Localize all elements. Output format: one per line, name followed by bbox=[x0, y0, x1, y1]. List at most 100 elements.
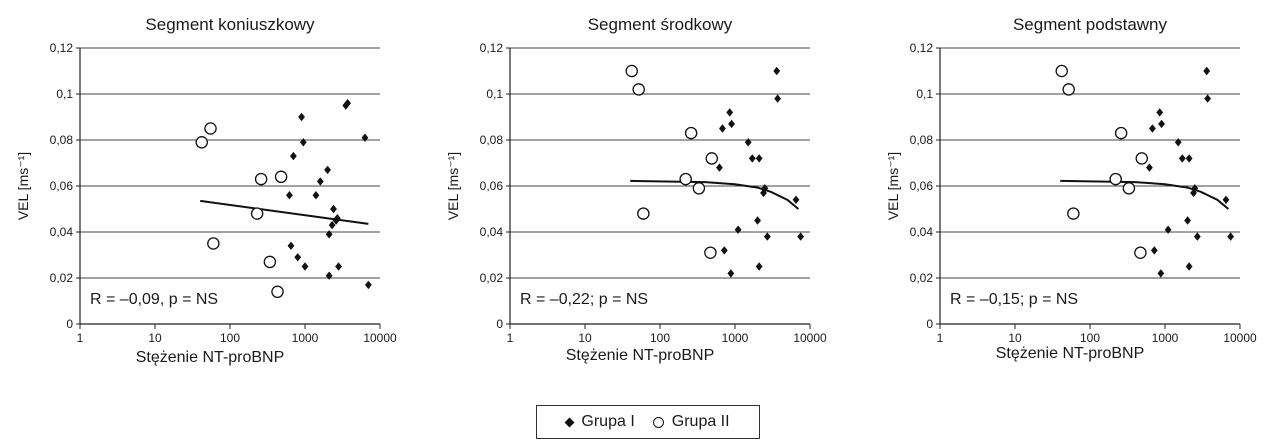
point-grupa-ii bbox=[626, 65, 637, 76]
point-grupa-i bbox=[300, 138, 307, 146]
chart-panel-2: Segment środkowy 0 0,02 0,04 0,06 0,08 0,1 0,12… bbox=[445, 15, 827, 364]
point-grupa-i bbox=[1157, 269, 1164, 277]
point-grupa-i bbox=[1204, 94, 1211, 102]
point-grupa-i bbox=[1223, 196, 1230, 204]
point-grupa-i bbox=[365, 281, 372, 289]
point-grupa-ii bbox=[275, 171, 286, 182]
x-tick-label: 1 bbox=[77, 331, 84, 345]
point-grupa-i bbox=[326, 272, 333, 280]
x-tick-label: 1000 bbox=[1152, 331, 1179, 345]
point-grupa-i bbox=[1158, 120, 1165, 128]
point-grupa-i bbox=[745, 138, 752, 146]
y-tick-label: 0,02 bbox=[50, 271, 74, 285]
x-axis-label: Stężenie NT-proBNP bbox=[136, 349, 285, 366]
y-tick-label: 0 bbox=[66, 317, 73, 331]
x-tick-label: 100 bbox=[650, 331, 670, 345]
y-tick-label: 0,06 bbox=[50, 179, 74, 193]
point-grupa-i bbox=[726, 108, 733, 116]
point-grupa-i bbox=[288, 242, 295, 250]
chart-title: Segment koniuszkowy bbox=[145, 15, 315, 34]
x-tick-label: 10 bbox=[148, 331, 162, 345]
point-grupa-i bbox=[1146, 163, 1153, 171]
point-grupa-i bbox=[773, 67, 780, 75]
point-grupa-ii bbox=[208, 238, 219, 249]
point-grupa-ii bbox=[1123, 183, 1134, 194]
point-grupa-ii bbox=[272, 286, 283, 297]
point-grupa-i bbox=[793, 196, 800, 204]
chart-panel-3: Segment podstawny00,020,040,060,080,10,1… bbox=[885, 15, 1257, 362]
point-grupa-ii bbox=[705, 247, 716, 258]
x-tick-label: 10 bbox=[1008, 331, 1022, 345]
legend-label-grupa-ii: Grupa II bbox=[672, 413, 730, 431]
circle-marker-icon bbox=[653, 417, 664, 428]
point-grupa-i bbox=[1151, 246, 1158, 254]
y-tick-label: 0,1 bbox=[916, 87, 933, 101]
x-tick-label: 10000 bbox=[363, 331, 397, 345]
x-tick-label: 1 bbox=[507, 331, 514, 345]
correlation-annotation: R = –0,15; p = NS bbox=[950, 291, 1078, 308]
point-grupa-ii bbox=[196, 137, 207, 148]
y-tick-label: 0,04 bbox=[50, 225, 74, 239]
point-grupa-ii bbox=[680, 174, 691, 185]
point-grupa-i bbox=[1184, 216, 1191, 224]
y-tick-label: 0,12 bbox=[910, 41, 934, 55]
point-grupa-i bbox=[1194, 232, 1201, 240]
trend-line bbox=[1060, 181, 1228, 209]
point-grupa-ii bbox=[1116, 128, 1127, 139]
point-grupa-ii bbox=[1056, 65, 1067, 76]
y-tick-label: 0,08 bbox=[50, 133, 74, 147]
y-tick-label: 0,04 bbox=[910, 225, 934, 239]
y-tick-label: 0,08 bbox=[480, 133, 504, 147]
point-grupa-i bbox=[727, 269, 734, 277]
point-grupa-i bbox=[1186, 262, 1193, 270]
point-grupa-i bbox=[330, 205, 337, 213]
point-grupa-i bbox=[728, 120, 735, 128]
point-grupa-ii bbox=[1110, 174, 1121, 185]
point-grupa-i bbox=[1186, 154, 1193, 162]
y-tick-label: 0,02 bbox=[910, 271, 934, 285]
point-grupa-i bbox=[1149, 124, 1156, 132]
point-grupa-ii bbox=[256, 174, 267, 185]
figure: Segment koniuszkowy 0 0,02 0,04 0,06 0,08 0,1 0… bbox=[0, 0, 1278, 400]
x-tick-label: 10000 bbox=[1223, 331, 1257, 345]
y-axis-label: VEL [ms⁻¹] bbox=[885, 152, 901, 220]
point-grupa-i bbox=[335, 262, 342, 270]
point-grupa-i bbox=[1203, 67, 1210, 75]
correlation-annotation: R = –0,09, p = NS bbox=[90, 291, 218, 308]
x-tick-label: 10000 bbox=[793, 331, 827, 345]
point-grupa-i bbox=[290, 152, 297, 160]
point-grupa-i bbox=[716, 163, 723, 171]
point-grupa-i bbox=[774, 94, 781, 102]
point-grupa-ii bbox=[693, 183, 704, 194]
point-grupa-i bbox=[754, 216, 761, 224]
y-tick-label: 0,02 bbox=[480, 271, 504, 285]
y-tick-label: 0,1 bbox=[56, 87, 73, 101]
point-grupa-ii bbox=[686, 128, 697, 139]
x-tick-label: 10 bbox=[578, 331, 592, 345]
point-grupa-i bbox=[721, 246, 728, 254]
legend-item-grupa-ii: Grupa II bbox=[653, 413, 730, 431]
point-grupa-i bbox=[298, 113, 305, 121]
point-grupa-i bbox=[756, 154, 763, 162]
point-grupa-i bbox=[749, 154, 756, 162]
point-grupa-i bbox=[362, 134, 369, 142]
point-grupa-i bbox=[1165, 226, 1172, 234]
point-grupa-ii bbox=[706, 153, 717, 164]
point-grupa-i bbox=[756, 262, 763, 270]
y-axis-label: VEL [ms⁻¹] bbox=[15, 152, 31, 220]
point-grupa-i bbox=[313, 191, 320, 199]
chart-panel-1: Segment koniuszkowy 0 0,02 0,04 0,06 0,08 0,1 0… bbox=[15, 15, 397, 366]
point-grupa-i bbox=[1175, 138, 1182, 146]
point-grupa-i bbox=[1227, 232, 1234, 240]
legend-label-grupa-i: Grupa I bbox=[581, 413, 634, 431]
x-tick-label: 1000 bbox=[292, 331, 319, 345]
y-tick-label: 0,06 bbox=[480, 179, 504, 193]
point-grupa-i bbox=[294, 253, 301, 261]
y-tick-label: 0,12 bbox=[480, 41, 504, 55]
point-grupa-i bbox=[764, 232, 771, 240]
point-grupa-i bbox=[326, 230, 333, 238]
point-grupa-i bbox=[286, 191, 293, 199]
point-grupa-ii bbox=[264, 256, 275, 267]
y-tick-label: 0,04 bbox=[480, 225, 504, 239]
point-grupa-i bbox=[719, 124, 726, 132]
